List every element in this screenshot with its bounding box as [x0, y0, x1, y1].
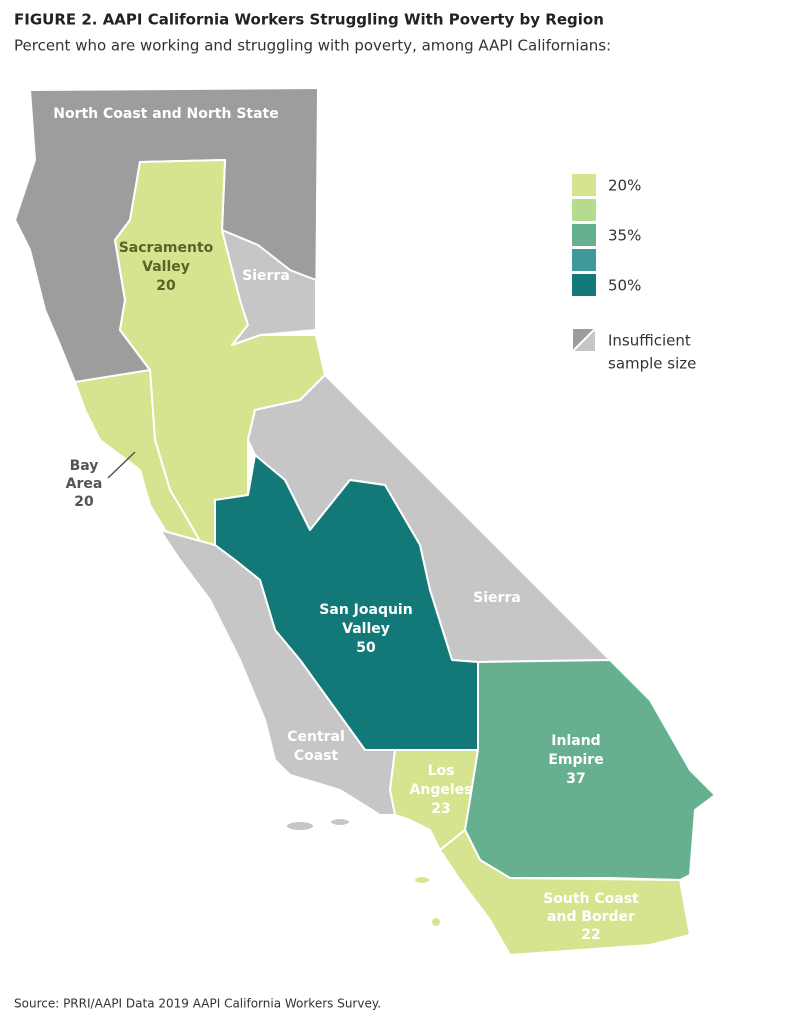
island	[329, 817, 351, 827]
legend-swatch	[572, 199, 596, 221]
title: FIGURE 2. AAPI California Workers Strugg…	[14, 11, 604, 29]
island	[285, 820, 315, 832]
legend-label: Insufficient	[608, 332, 691, 350]
region-value: 37	[566, 771, 585, 787]
source: Source: PRRI/AAPI Data 2019 AAPI Califor…	[14, 997, 381, 1011]
legend-swatch	[572, 274, 596, 296]
region-label: South Coast	[543, 891, 639, 907]
region-value: 50	[356, 640, 376, 656]
region-value: 23	[431, 801, 450, 817]
legend-label: 50%	[608, 277, 641, 295]
region-label: Los	[428, 763, 455, 779]
region-label: Area	[66, 476, 103, 492]
region	[464, 659, 716, 881]
region-label: Sacramento	[119, 240, 214, 256]
legend-swatch	[572, 224, 596, 246]
region-value: 20	[74, 494, 94, 510]
leader-line	[107, 451, 136, 479]
region-label: Valley	[142, 259, 190, 275]
region-label: and Border	[547, 909, 635, 925]
island	[430, 916, 442, 928]
legend-label: 35%	[608, 227, 641, 245]
legend-swatch	[571, 327, 597, 353]
region-label: Empire	[548, 752, 603, 768]
legend-label: 20%	[608, 177, 641, 195]
region-label: Central	[287, 729, 345, 745]
region-label: Inland	[551, 733, 600, 749]
subtitle: Percent who are working and struggling w…	[14, 37, 611, 55]
region-label: Coast	[294, 748, 339, 764]
region-label: Angeles	[410, 782, 473, 798]
legend-swatch	[572, 249, 596, 271]
region-value: 22	[581, 927, 600, 943]
region-label: Sierra	[473, 590, 521, 606]
region-label: San Joaquin	[319, 602, 412, 618]
region	[439, 829, 691, 956]
legend-swatch	[572, 174, 596, 196]
region-label: Sierra	[242, 268, 290, 284]
region-label: Valley	[342, 621, 390, 637]
region-label: North Coast and North State	[53, 106, 279, 122]
region	[221, 229, 317, 346]
island	[413, 875, 431, 885]
legend-label: sample size	[608, 355, 696, 373]
legend: 20% 35% 50%	[572, 174, 641, 296]
region-label: Bay	[70, 458, 99, 474]
region-value: 20	[156, 278, 176, 294]
